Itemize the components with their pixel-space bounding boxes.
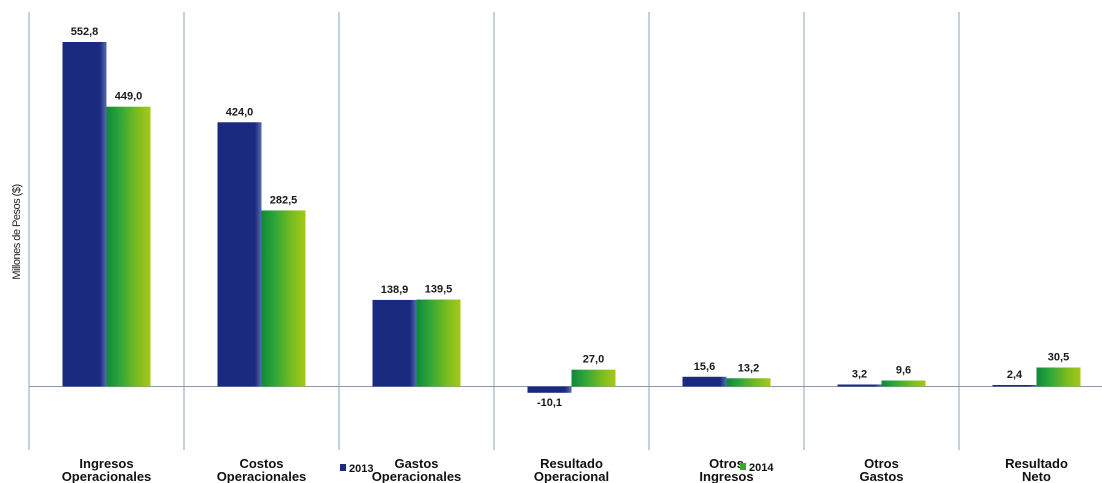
bar-2013-6 xyxy=(992,385,1037,387)
data-label-2014-2: 139,5 xyxy=(425,284,453,296)
category-label-1-1: Operacionales xyxy=(217,469,307,483)
category-label-6-0: Resultado xyxy=(1005,456,1068,471)
data-label-2014-0: 449,0 xyxy=(115,91,143,103)
data-label-2014-4: 13,2 xyxy=(738,362,759,374)
bar-2013-3 xyxy=(527,386,572,393)
bar-2014-4 xyxy=(726,378,771,387)
bar-2013-4 xyxy=(682,376,727,387)
category-label-1-0: Costos xyxy=(239,456,283,471)
category-separators xyxy=(28,12,960,450)
category-label-5-0: Otros xyxy=(864,456,899,471)
bar-2013-2 xyxy=(372,299,417,387)
category-label-2-0: Gastos xyxy=(394,456,438,471)
category-label-3-0: Resultado xyxy=(540,456,603,471)
bar-2014-5 xyxy=(881,380,926,387)
y-axis-label: Millones de Pesos ($) xyxy=(11,184,23,279)
category-label-6-1: Neto xyxy=(1022,469,1051,483)
data-label-2014-5: 9,6 xyxy=(896,365,911,377)
category-label-4-1: Ingresos xyxy=(699,469,753,483)
bar-2014-1 xyxy=(261,210,306,387)
bar-2013-0 xyxy=(62,42,107,387)
data-label-2013-4: 15,6 xyxy=(694,361,715,373)
bars xyxy=(62,42,1081,393)
category-label-2-1: Operacionales xyxy=(372,469,462,483)
bar-2014-6 xyxy=(1036,367,1081,387)
data-label-2013-3: -10,1 xyxy=(537,397,562,409)
bar-2014-3 xyxy=(571,369,616,387)
data-label-2013-0: 552,8 xyxy=(71,26,99,38)
bar-2014-0 xyxy=(106,106,151,387)
data-label-2014-3: 27,0 xyxy=(583,354,604,366)
category-label-4-0: Otros xyxy=(709,456,744,471)
legend-swatch-2014 xyxy=(740,463,746,470)
bar-2014-2 xyxy=(416,299,461,387)
category-labels: IngresosOperacionalesCostosOperacionales… xyxy=(62,456,1068,483)
legend-label-2014: 2014 xyxy=(749,462,774,474)
data-label-2014-1: 282,5 xyxy=(270,194,298,206)
data-label-2013-5: 3,2 xyxy=(852,369,867,381)
legend-swatch-2013 xyxy=(340,464,346,471)
legend: 2013 2014 xyxy=(340,462,774,475)
data-label-2013-2: 138,9 xyxy=(381,284,409,296)
bar-2013-5 xyxy=(837,384,882,387)
data-label-2014-6: 30,5 xyxy=(1048,351,1069,363)
category-label-3-1: Operacional xyxy=(534,469,609,483)
data-labels: 552,8 449,0 424,0 282,5 138,9 139,5 -10,1 27,0 1… xyxy=(71,26,1069,409)
data-label-2013-1: 424,0 xyxy=(226,106,254,118)
category-label-0-1: Operacionales xyxy=(62,469,152,483)
bar-2013-1 xyxy=(217,122,262,387)
data-label-2013-6: 2,4 xyxy=(1007,369,1023,381)
legend-label-2013: 2013 xyxy=(349,463,373,475)
category-label-0-0: Ingresos xyxy=(79,456,133,471)
category-label-5-1: Gastos xyxy=(859,469,903,483)
